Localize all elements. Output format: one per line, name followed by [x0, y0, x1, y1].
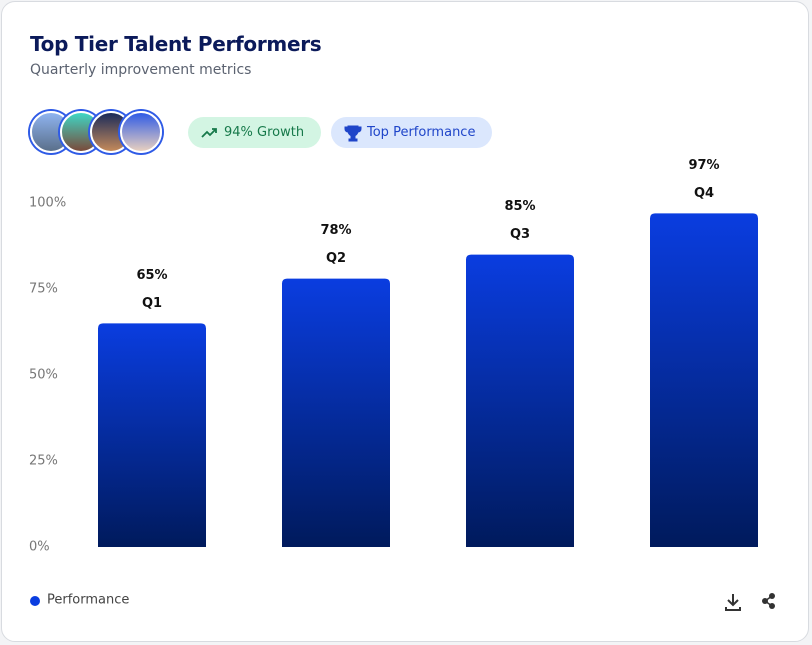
bar — [650, 213, 758, 547]
y-tick-label: 100% — [29, 196, 66, 211]
value-label: 97% — [688, 158, 719, 173]
performance-badge: Top Performance — [331, 117, 492, 148]
trophy-icon — [344, 125, 362, 142]
bar — [282, 278, 390, 547]
subtitle: Quarterly improvement metrics — [30, 62, 252, 78]
y-tick-label: 0% — [29, 540, 50, 555]
badge-text: 94% Growth — [224, 125, 305, 140]
growth-badge: 94% Growth — [188, 117, 321, 148]
badge-text: Top Performance — [367, 125, 476, 140]
category-label: Q3 — [510, 227, 530, 242]
title: Top Tier Talent Performers — [30, 32, 322, 56]
bar — [98, 323, 206, 547]
category-label: Q1 — [142, 296, 162, 311]
value-label: 78% — [320, 223, 351, 238]
value-label: 65% — [136, 268, 167, 283]
legend-label: Performance — [47, 593, 129, 608]
download-icon[interactable] — [725, 594, 741, 611]
avatar[interactable] — [120, 111, 162, 153]
y-tick-label: 50% — [29, 368, 58, 383]
y-tick-label: 25% — [29, 454, 58, 469]
share-icon[interactable] — [762, 593, 775, 609]
bar — [466, 254, 574, 547]
value-label: 85% — [504, 199, 535, 214]
legend-marker — [30, 596, 40, 606]
y-tick-label: 75% — [29, 282, 58, 297]
category-label: Q2 — [326, 251, 346, 266]
category-label: Q4 — [694, 186, 714, 201]
trend-icon — [201, 128, 217, 138]
